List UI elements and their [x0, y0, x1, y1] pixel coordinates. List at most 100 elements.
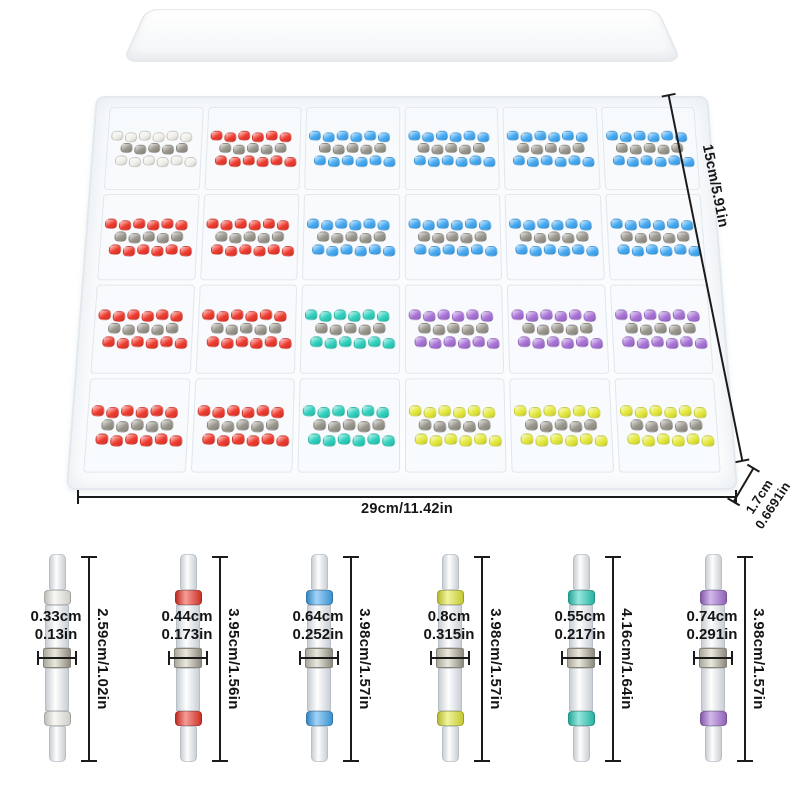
box-compartment-blue [302, 193, 400, 280]
teal-cap-dot [332, 405, 346, 417]
teal-cap-dot [362, 309, 376, 321]
blue-cap-dot [378, 132, 391, 143]
solder-band-row [610, 231, 702, 244]
solder-band-dot [175, 143, 189, 153]
box-compartment-red [90, 284, 195, 375]
diameter-in-value: 0.291in [686, 626, 738, 644]
blue-cap-dot [554, 157, 568, 168]
blue-cap-dot [572, 244, 585, 255]
purple-cap-dot [694, 338, 708, 350]
red-cap-dot [165, 407, 179, 419]
connector-body [176, 668, 200, 711]
red-cap-dot [279, 132, 292, 143]
solder-band-dot [272, 231, 285, 242]
blue-cap-dot [469, 155, 482, 166]
solder-band-dot [418, 419, 432, 431]
diameter-in-value: 0.217in [554, 626, 606, 644]
red-cap-dot [237, 130, 251, 141]
connector-cap-row [404, 218, 495, 231]
teal-cap-dot [308, 433, 322, 445]
box-compartment-red [195, 284, 298, 375]
purple-cap-dot [540, 309, 554, 321]
solder-band-row [619, 419, 715, 433]
red-cap-dot [251, 132, 264, 143]
yellow-cap-dot [514, 405, 528, 417]
red-cap-dot [154, 433, 169, 445]
solder-band-row [513, 419, 608, 433]
solder-band-dot [121, 325, 136, 336]
box-compartment-blue [304, 107, 400, 190]
teal-cap-dot [319, 311, 333, 323]
box-compartment-red [97, 193, 200, 280]
solder-band-dot [257, 232, 271, 244]
solder-band-dot [120, 143, 133, 153]
connector-cap-row [410, 155, 499, 168]
diameter-in-value: 0.315in [423, 626, 475, 644]
blue-cap-dot [617, 244, 630, 255]
length-dimension-line [737, 556, 753, 762]
yellow-cap-dot [528, 407, 542, 419]
solder-band-dot [625, 323, 639, 335]
solder-band-dot [476, 323, 490, 335]
connector-cap-row [198, 433, 294, 447]
connector-cap-row [111, 155, 201, 168]
connector-tip [441, 554, 459, 590]
connector-diameter-label: 0.64cm 0.252in [293, 608, 344, 645]
connector-tip [441, 726, 459, 762]
connector-cap-row [107, 130, 196, 143]
white-cap-dot [111, 130, 124, 141]
blue-cap-dot [369, 244, 382, 255]
yellow-cap-dot [429, 435, 443, 447]
connector-cap-row [514, 336, 608, 350]
teal-cap-dot [324, 338, 338, 350]
red-cap-dot [145, 338, 159, 350]
blue-cap-dot [421, 132, 435, 143]
blue-cap-dot [647, 132, 660, 143]
solder-band-dot [170, 231, 184, 242]
solder-band-row [511, 323, 604, 336]
box-compartment-red [199, 193, 300, 280]
solder-band-dot [446, 231, 459, 242]
white-cap-dot [124, 132, 138, 143]
blue-cap-dot [408, 218, 421, 229]
solder-band-dot [558, 144, 571, 155]
box-compartment-purple [609, 284, 714, 375]
solder-band-dot [536, 325, 550, 336]
red-cap-dot [220, 338, 234, 350]
box-compartment-teal [299, 284, 400, 375]
blue-cap-dot [355, 157, 369, 168]
connector-cap-row [404, 405, 499, 419]
connector-tube [567, 554, 595, 762]
connector-figure-teal: 0.55cm 0.217in 4.16cm/1.64in [526, 552, 648, 796]
red-cap-dot [278, 338, 292, 350]
red-cap-dot [267, 244, 280, 255]
yellow-cap-dot [459, 435, 473, 447]
solder-band-row [407, 323, 500, 336]
solder-band-dot [522, 323, 535, 335]
connector-cap-row [517, 433, 613, 447]
solder-band-dot [544, 143, 557, 153]
solder-band-dot [274, 143, 288, 153]
connector-cap-row [618, 336, 712, 350]
purple-cap-dot [554, 311, 568, 323]
solder-band-dot [260, 144, 274, 155]
solder-band-dot [165, 323, 179, 335]
blue-cap-dot [548, 132, 561, 143]
connector-cap-row [505, 218, 596, 231]
compartment-grid [83, 107, 721, 473]
red-cap-dot [241, 407, 255, 419]
solder-band-dot [519, 231, 532, 242]
connector-cap-row [310, 155, 399, 168]
yellow-cap-dot [634, 407, 648, 419]
solder-band-dot [145, 421, 159, 433]
solder-band-dot [314, 323, 328, 335]
blue-cap-dot [442, 244, 455, 255]
solder-band-dot [372, 323, 386, 335]
solder-band-dot [127, 232, 141, 244]
solder-band-dot [150, 325, 164, 336]
heatshrink-ring [43, 711, 71, 726]
solder-band-dot [251, 421, 265, 433]
connector-body [438, 668, 462, 711]
solder-band-dot [677, 231, 691, 242]
purple-cap-dot [472, 336, 485, 348]
